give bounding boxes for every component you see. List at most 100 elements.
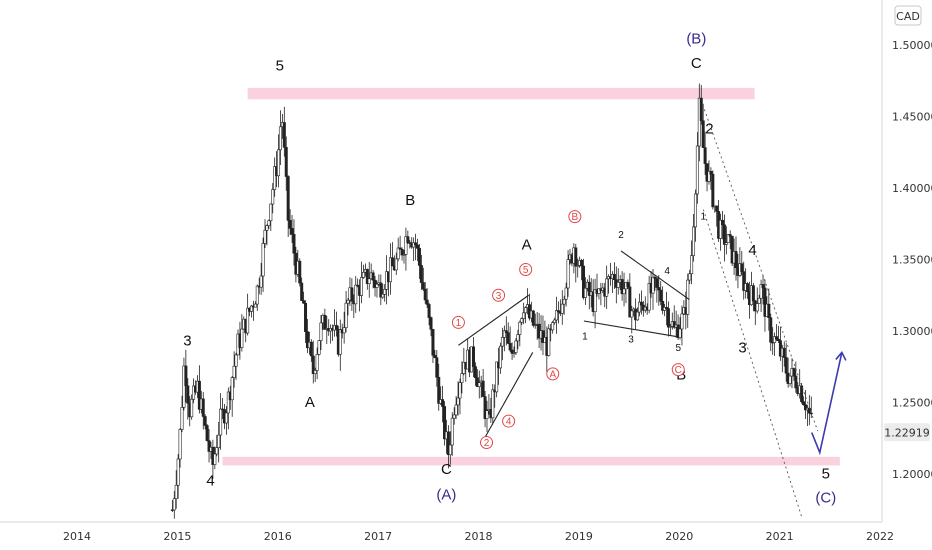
circled-wave-ring	[568, 210, 582, 224]
candle-body	[757, 297, 761, 304]
candle-body	[597, 288, 601, 294]
wave-label: 5	[822, 465, 830, 482]
candle-body	[246, 307, 250, 334]
candle-body	[416, 244, 420, 249]
last-price-label: 1.22919	[884, 426, 930, 439]
candle-body	[190, 398, 194, 418]
wave-label: (B)	[686, 31, 706, 48]
zone-band-1	[222, 456, 840, 466]
zone-band-0	[247, 87, 755, 100]
candle-body	[477, 382, 481, 387]
circled-wave-ring	[519, 263, 533, 277]
candle-body	[334, 325, 338, 330]
candle-body	[419, 265, 423, 283]
circled-wave-label: 1	[451, 315, 465, 329]
x-tick-label: 2020	[665, 530, 693, 543]
candle-body	[417, 248, 421, 266]
candle-body	[388, 257, 392, 283]
candle-body	[724, 242, 728, 245]
candle-body	[580, 260, 584, 267]
wave-label: 4	[748, 242, 756, 259]
candle-body	[587, 281, 591, 296]
currency-badge[interactable]: CAD	[894, 5, 922, 26]
x-tick-label: 2015	[163, 530, 191, 543]
candle-body	[720, 219, 724, 226]
candle-body	[697, 97, 701, 147]
x-tick-label: 2022	[866, 530, 894, 543]
candle-body	[776, 338, 780, 341]
candle-body	[361, 272, 365, 278]
candle-body	[224, 412, 228, 424]
trendline-3	[620, 250, 690, 300]
candle-body	[665, 307, 669, 309]
candle-body	[541, 330, 545, 343]
candle-body	[286, 176, 290, 221]
candle-body	[265, 225, 269, 231]
candle-body	[383, 289, 387, 295]
candle-body	[605, 278, 609, 297]
candle-body	[800, 385, 804, 402]
candle-body	[803, 404, 807, 411]
candle-body	[715, 205, 719, 212]
candle-body	[406, 236, 410, 243]
candle-body	[390, 257, 394, 267]
candle-body	[626, 282, 630, 288]
circled-wave-label: B	[568, 210, 582, 224]
candle-body	[508, 343, 512, 351]
circled-wave-ring	[492, 288, 506, 302]
candle-body	[309, 341, 313, 357]
candle-body	[807, 407, 811, 414]
wave-label: 1	[582, 332, 588, 343]
candle-body	[564, 287, 568, 300]
candle-body	[761, 284, 765, 289]
candle-body	[217, 434, 221, 448]
candle-body	[773, 336, 777, 343]
circled-wave-ring	[546, 367, 560, 381]
candle-body	[311, 355, 315, 374]
candle-body	[751, 285, 755, 302]
candle-body	[234, 354, 238, 367]
candle-body	[802, 401, 806, 406]
candle-body	[688, 273, 692, 281]
wave-label: 2	[705, 121, 713, 138]
candle-body	[315, 354, 319, 371]
candle-body	[437, 376, 441, 404]
candle-body	[672, 321, 676, 328]
candle-body	[371, 272, 375, 281]
candle-body	[350, 287, 354, 302]
wave-label: (A)	[436, 487, 456, 504]
wave-label: 5	[276, 58, 284, 75]
wave-label: 2	[618, 230, 624, 241]
candle-body	[755, 303, 759, 312]
x-axis-ticks: 2014 2015 2016 2017 2018 2019 2020 2021 2022	[63, 530, 894, 543]
candle-body	[583, 287, 587, 298]
trendline-2	[583, 320, 678, 338]
candle-body	[471, 346, 475, 367]
candle-body	[452, 414, 456, 419]
candle-body	[273, 166, 277, 190]
candle-body	[707, 171, 711, 182]
candle-body	[178, 429, 182, 460]
candle-body	[381, 293, 385, 298]
candle-body	[734, 251, 738, 269]
candle-body	[553, 319, 557, 323]
candle-body	[354, 284, 358, 305]
candle-body	[556, 310, 560, 313]
candle-body	[495, 361, 499, 393]
candle-body	[448, 444, 452, 456]
candle-body	[562, 298, 566, 305]
candle-body	[661, 301, 665, 311]
candle-body	[367, 278, 371, 284]
candle-layer	[170, 83, 813, 519]
candle-body	[305, 331, 309, 349]
candle-body	[396, 247, 400, 260]
candle-body	[566, 259, 570, 289]
candle-body	[502, 330, 506, 338]
y-tick-label: 1.20000	[892, 468, 932, 481]
candle-body	[414, 242, 418, 246]
wave-label: (C)	[815, 490, 836, 507]
candle-body	[742, 271, 746, 291]
candle-body	[582, 265, 586, 298]
candle-body	[404, 236, 408, 255]
